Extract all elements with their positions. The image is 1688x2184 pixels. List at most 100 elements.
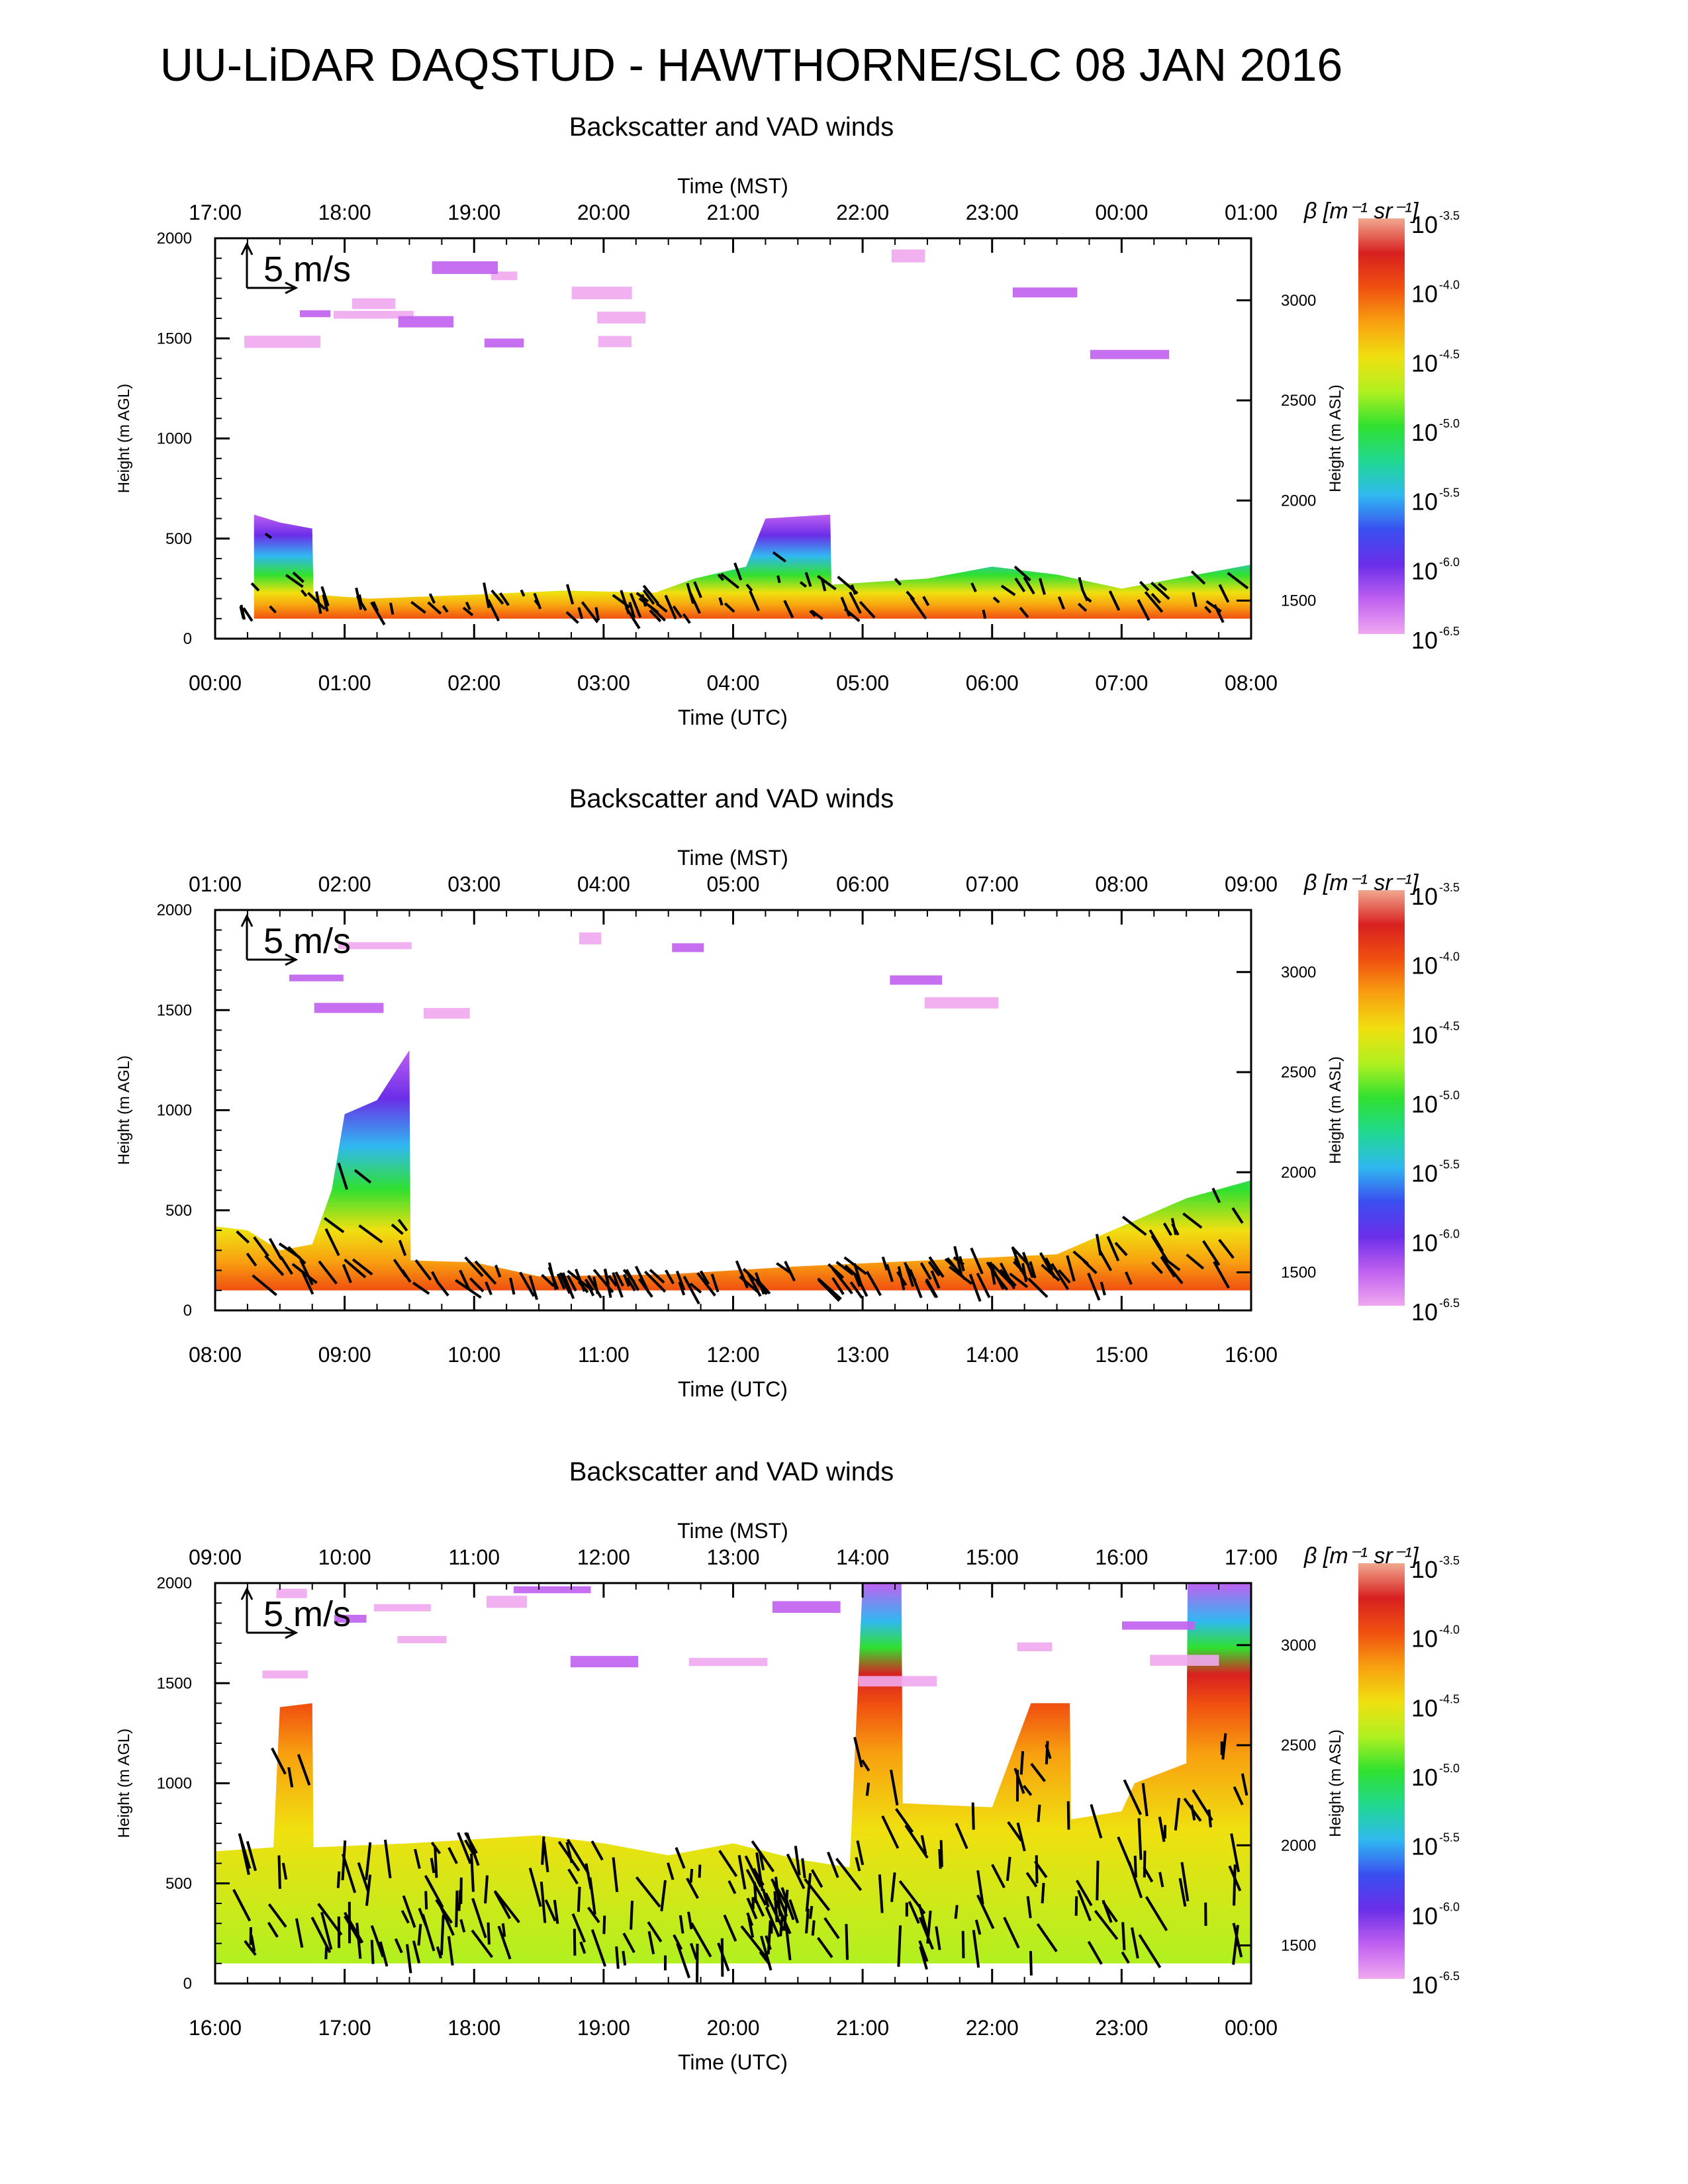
wind-arrow xyxy=(1041,1263,1060,1282)
wind-arrow xyxy=(855,1856,861,1872)
wind-arrow xyxy=(1114,1242,1128,1257)
wind-arrow xyxy=(264,1254,285,1277)
wind-arrow xyxy=(845,1924,849,1960)
y-tick-label: 500 xyxy=(165,1875,192,1893)
wind-arrow xyxy=(628,602,636,619)
x-tick-label: 07:00 xyxy=(1095,671,1148,695)
wind-arrow xyxy=(1102,1899,1113,1923)
wind-arrow xyxy=(761,1888,770,1908)
colorbar-tick-base: 10 xyxy=(1411,1625,1438,1653)
wind-arrow xyxy=(894,1807,914,1833)
wind-arrow xyxy=(1211,1187,1221,1203)
y-tick-label: 2000 xyxy=(157,230,192,248)
x-tick-label: 21:00 xyxy=(836,2016,889,2040)
wind-arrow xyxy=(689,1868,694,1883)
chart-panel-2: Backscatter and VAD winds 08:00 09:00 10:00… xyxy=(115,784,1460,1401)
chart-panel-1: Backscatter and VAD winds 00:00 01:00 02:00… xyxy=(115,113,1460,729)
wind-arrow xyxy=(773,1891,778,1923)
wind-arrow xyxy=(756,1281,768,1295)
wind-arrow xyxy=(232,1889,252,1922)
wind-arrow xyxy=(831,1277,845,1295)
wind-arrow xyxy=(447,1936,454,1966)
wind-arrow xyxy=(723,1914,737,1942)
aerosol-streak xyxy=(772,1601,841,1614)
colorbar-tick-base: 10 xyxy=(1411,883,1438,910)
wind-arrow xyxy=(904,1265,915,1287)
x-top-tick-label: 15:00 xyxy=(966,1545,1019,1569)
wind-arrow xyxy=(559,1272,571,1295)
wind-arrow xyxy=(436,1899,455,1936)
x-top-tick-label: 07:00 xyxy=(966,872,1019,896)
wind-arrow xyxy=(688,592,701,614)
wind-arrow xyxy=(301,1270,314,1295)
colorbar-label: β [m⁻¹ sr⁻¹] xyxy=(1303,870,1419,895)
wind-arrow xyxy=(919,1946,928,1970)
x-tick-label: 16:00 xyxy=(1225,1343,1278,1367)
y-tick-label: 0 xyxy=(183,630,192,648)
wind-arrow xyxy=(970,582,977,592)
wind-arrow xyxy=(279,1255,293,1275)
wind-arrow xyxy=(804,572,812,587)
panel-title: Backscatter and VAD winds xyxy=(569,784,894,813)
wind-arrow xyxy=(810,610,823,620)
wind-arrow xyxy=(1066,1801,1070,1830)
aerosol-streak xyxy=(486,1596,528,1608)
wind-arrow xyxy=(565,1842,573,1864)
wind-arrow xyxy=(324,1216,345,1234)
wind-arrow xyxy=(1023,1784,1033,1796)
colorbar-tick-base: 10 xyxy=(1411,557,1438,584)
wind-arrow xyxy=(630,1900,634,1930)
wind-arrow xyxy=(881,1815,900,1849)
x-tick-label: 15:00 xyxy=(1095,1343,1148,1367)
wind-arrow xyxy=(1158,1816,1166,1843)
wind-arrow xyxy=(837,575,859,595)
x-top-tick-label: 01:00 xyxy=(189,872,242,896)
y-right-tick-label: 2500 xyxy=(1281,1737,1316,1754)
wind-arrow xyxy=(1098,1250,1113,1271)
wind-arrow xyxy=(494,1264,502,1278)
wind-arrow xyxy=(238,1833,252,1869)
wind-arrow xyxy=(287,1767,294,1788)
wind-arrow xyxy=(484,1875,489,1904)
y-right-axis-label: Height (m ASL) xyxy=(1327,385,1344,492)
wind-arrow xyxy=(412,1281,430,1295)
wind-arrow xyxy=(370,601,386,625)
wind-arrow xyxy=(455,1279,482,1299)
wind-arrow xyxy=(1232,1923,1243,1958)
wind-arrow xyxy=(647,1931,655,1955)
wind-arrow xyxy=(1138,1934,1162,1969)
y-tick-label: 1000 xyxy=(157,1102,192,1120)
wind-arrow xyxy=(801,1858,806,1879)
colorbar-tick-label: 10 -4.5 xyxy=(1411,347,1460,377)
wind-arrow xyxy=(1233,1864,1237,1906)
wind-arrow xyxy=(865,1271,882,1297)
wind-arrow xyxy=(968,1273,982,1302)
wind-arrow xyxy=(566,1275,577,1292)
colorbar-tick-base: 10 xyxy=(1411,211,1438,238)
wind-arrow xyxy=(528,1867,542,1907)
y-right-tick-label: 2500 xyxy=(1281,1064,1316,1081)
x-top-axis-label: Time (MST) xyxy=(677,1519,788,1543)
wind-arrow xyxy=(344,1258,367,1279)
aerosol-streak xyxy=(333,310,414,319)
wind-arrow xyxy=(853,1737,863,1768)
wind-arrow xyxy=(881,1256,888,1271)
wind-arrow xyxy=(749,590,760,612)
wind-arrow xyxy=(520,589,526,597)
y-axis-label: Height (m AGL) xyxy=(115,1056,133,1165)
wind-arrow xyxy=(306,592,326,610)
wind-arrow xyxy=(1041,1882,1045,1903)
wind-arrow xyxy=(457,1832,472,1864)
wind-arrow xyxy=(747,1917,755,1938)
wind-arrow xyxy=(1000,584,1016,596)
wind-arrow xyxy=(246,1252,258,1267)
wind-arrow xyxy=(1003,1917,1020,1949)
wind-arrow xyxy=(989,1261,996,1285)
wind-arrow xyxy=(972,1930,980,1968)
wind-arrow xyxy=(322,594,329,612)
wind-arrow xyxy=(649,1269,665,1284)
wind-arrow xyxy=(1133,1855,1137,1878)
wind-arrow xyxy=(612,1272,624,1298)
wind-arrow xyxy=(687,1911,693,1930)
wind-arrow xyxy=(607,1275,618,1287)
